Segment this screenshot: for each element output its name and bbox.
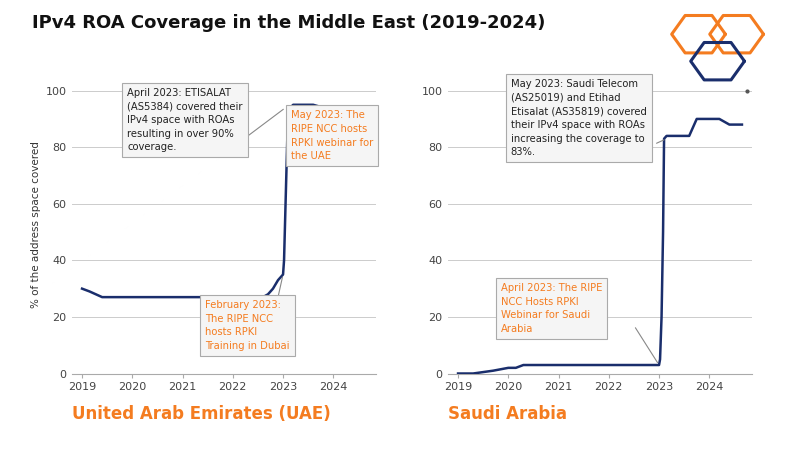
Text: IPv4 ROA Coverage in the Middle East (2019-2024): IPv4 ROA Coverage in the Middle East (20… xyxy=(32,14,546,32)
Text: United Arab Emirates (UAE): United Arab Emirates (UAE) xyxy=(72,405,330,423)
Y-axis label: % of the address space covered: % of the address space covered xyxy=(31,142,42,308)
Text: Saudi Arabia: Saudi Arabia xyxy=(448,405,567,423)
Text: May 2023: The
RIPE NCC hosts
RPKI webinar for
the UAE: May 2023: The RIPE NCC hosts RPKI webina… xyxy=(290,110,373,161)
Text: May 2023: Saudi Telecom
(AS25019) and Etihad
Etisalat (AS35819) covered
their IP: May 2023: Saudi Telecom (AS25019) and Et… xyxy=(511,79,646,158)
Text: April 2023: The RIPE
NCC Hosts RPKI
Webinar for Saudi
Arabia: April 2023: The RIPE NCC Hosts RPKI Webi… xyxy=(501,283,602,334)
Text: February 2023:
The RIPE NCC
hosts RPKI
Training in Dubai: February 2023: The RIPE NCC hosts RPKI T… xyxy=(205,300,290,351)
Text: April 2023: ETISALAT
(AS5384) covered their
IPv4 space with ROAs
resulting in ov: April 2023: ETISALAT (AS5384) covered th… xyxy=(127,88,242,152)
